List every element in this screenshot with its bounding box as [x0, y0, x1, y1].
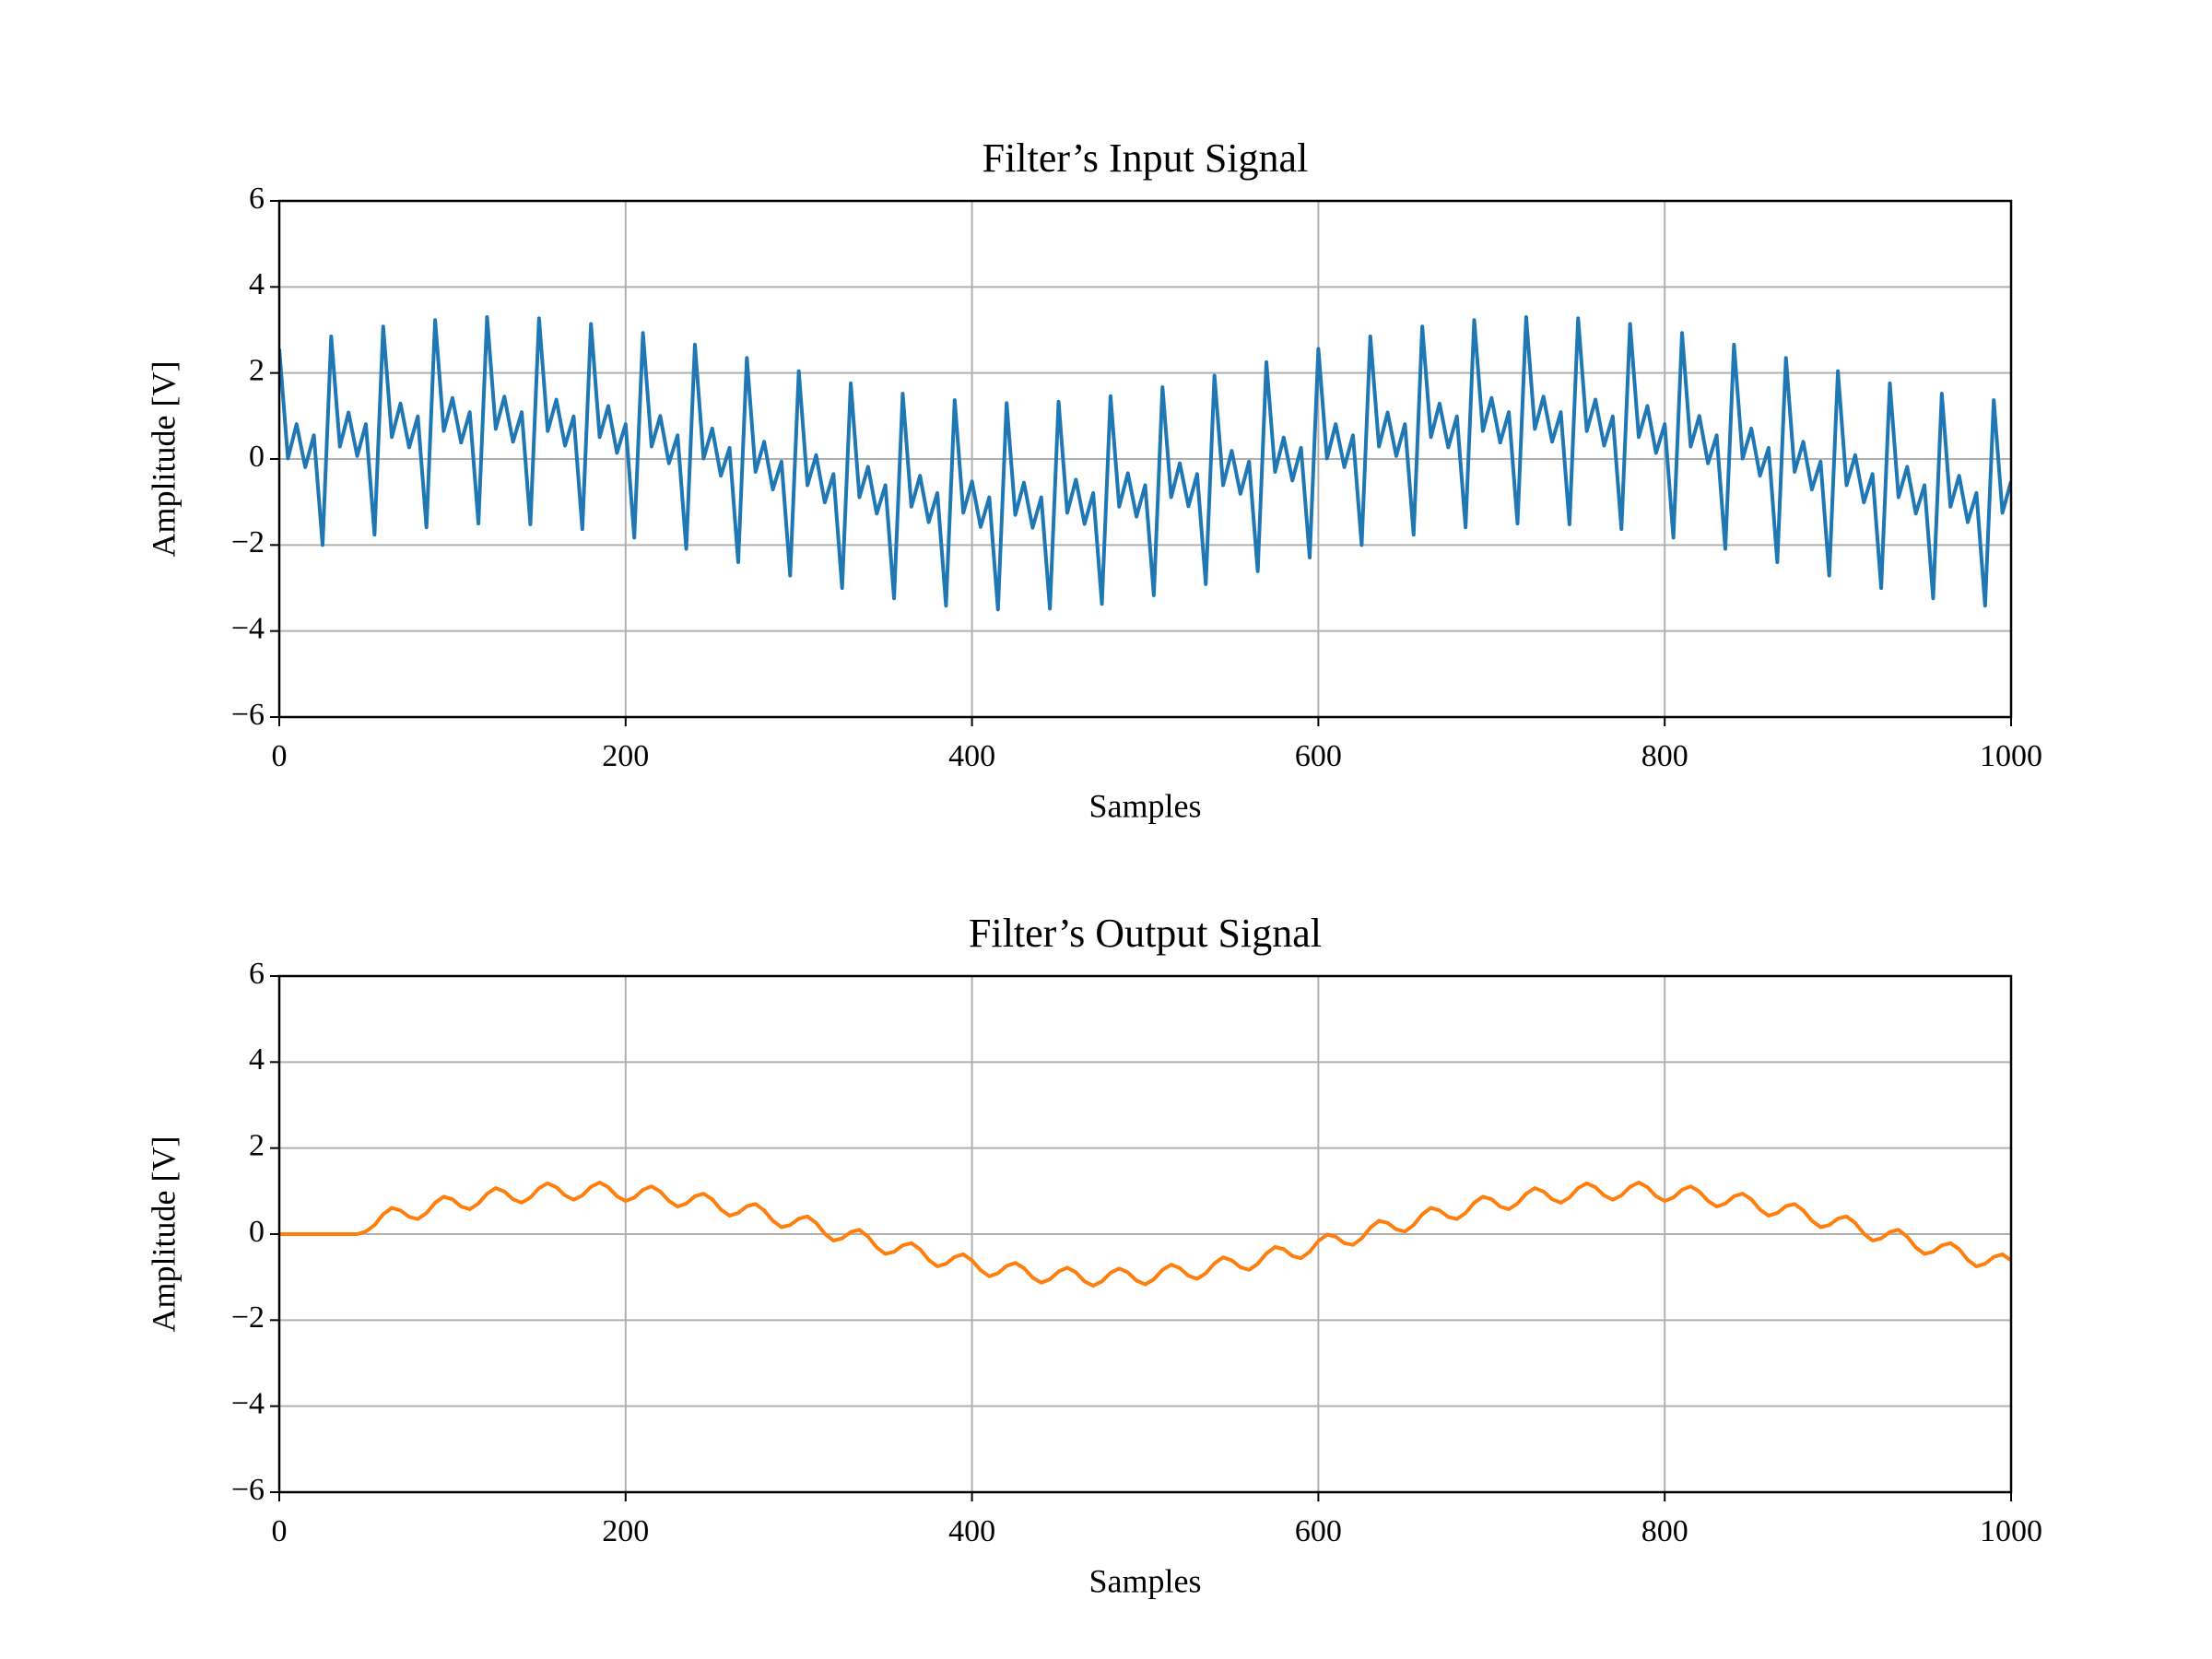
- chart-title: Filter’s Output Signal: [969, 911, 1322, 956]
- subplot: 0 200 400 600 800 1000 −6 −4 −2 0 2 4 6 Filter’s Outp…: [145, 911, 2042, 1599]
- y-tick-label: 6: [249, 182, 265, 216]
- x-tick-label: 1000: [1980, 739, 2042, 773]
- x-tick-label: 800: [1641, 739, 1688, 773]
- x-tick-label: 600: [1295, 1514, 1342, 1548]
- x-tick-label: 1000: [1980, 1514, 2042, 1548]
- y-tick-label: −4: [231, 611, 265, 645]
- subplot: 0 200 400 600 800 1000 −6 −4 −2 0 2 4 6 Filter’s Inpu…: [145, 135, 2042, 824]
- y-tick-label: 6: [249, 957, 265, 991]
- y-axis-label: Amplitude [V]: [145, 1136, 182, 1333]
- y-tick-label: 2: [249, 353, 265, 387]
- y-tick-label: 4: [249, 267, 265, 301]
- x-tick-label: 0: [272, 1514, 288, 1548]
- y-tick-label: 0: [249, 1215, 265, 1249]
- y-tick-label: −6: [231, 698, 265, 732]
- y-tick-label: 0: [249, 440, 265, 474]
- y-tick-label: −6: [231, 1473, 265, 1507]
- x-axis-label: Samples: [1089, 1562, 1202, 1599]
- signal-line: [279, 315, 2011, 612]
- x-tick-label: 400: [948, 1514, 995, 1548]
- x-tick-label: 800: [1641, 1514, 1688, 1548]
- signal-line: [279, 1181, 2011, 1288]
- chart-title: Filter’s Input Signal: [982, 135, 1309, 181]
- x-tick-label: 200: [602, 1514, 649, 1548]
- y-tick-label: −2: [231, 1300, 265, 1335]
- x-tick-label: 600: [1295, 739, 1342, 773]
- x-tick-label: 400: [948, 739, 995, 773]
- y-tick-label: 4: [249, 1042, 265, 1077]
- y-axis-label: Amplitude [V]: [145, 361, 182, 558]
- y-tick-label: −2: [231, 525, 265, 559]
- y-tick-label: −4: [231, 1386, 265, 1420]
- axes-frame: [277, 199, 2013, 719]
- x-axis-label: Samples: [1089, 787, 1202, 824]
- axes-frame: [277, 974, 2013, 1494]
- y-tick-label: 2: [249, 1128, 265, 1162]
- x-tick-label: 200: [602, 739, 649, 773]
- x-tick-label: 0: [272, 739, 288, 773]
